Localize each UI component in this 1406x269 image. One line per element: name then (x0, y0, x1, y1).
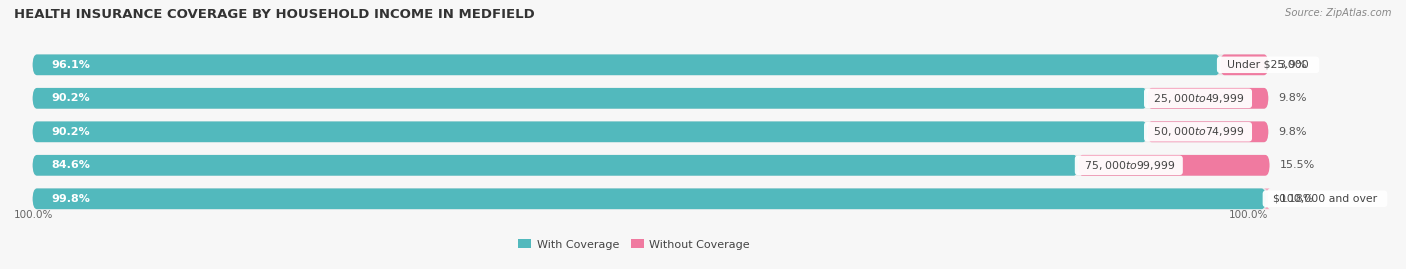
FancyBboxPatch shape (32, 121, 1147, 142)
Text: Under $25,000: Under $25,000 (1220, 60, 1316, 70)
Text: 96.1%: 96.1% (51, 60, 90, 70)
FancyBboxPatch shape (32, 188, 1265, 209)
Text: 3.9%: 3.9% (1278, 60, 1306, 70)
Text: 84.6%: 84.6% (51, 160, 90, 170)
Text: 90.2%: 90.2% (51, 93, 90, 103)
FancyBboxPatch shape (32, 88, 1268, 109)
FancyBboxPatch shape (32, 155, 1078, 176)
Text: $25,000 to $49,999: $25,000 to $49,999 (1147, 92, 1249, 105)
FancyBboxPatch shape (1147, 88, 1268, 109)
Text: 15.5%: 15.5% (1279, 160, 1315, 170)
Text: 100.0%: 100.0% (14, 210, 53, 220)
Text: 9.8%: 9.8% (1278, 93, 1306, 103)
Text: $100,000 and over: $100,000 and over (1265, 194, 1384, 204)
Text: HEALTH INSURANCE COVERAGE BY HOUSEHOLD INCOME IN MEDFIELD: HEALTH INSURANCE COVERAGE BY HOUSEHOLD I… (14, 8, 534, 21)
Text: 9.8%: 9.8% (1278, 127, 1306, 137)
Text: Source: ZipAtlas.com: Source: ZipAtlas.com (1285, 8, 1392, 18)
FancyBboxPatch shape (32, 88, 1147, 109)
FancyBboxPatch shape (1078, 155, 1270, 176)
FancyBboxPatch shape (32, 54, 1268, 75)
Text: 99.8%: 99.8% (51, 194, 90, 204)
FancyBboxPatch shape (1147, 121, 1268, 142)
Text: 0.18%: 0.18% (1278, 194, 1313, 204)
Text: 100.0%: 100.0% (1229, 210, 1268, 220)
Legend: With Coverage, Without Coverage: With Coverage, Without Coverage (513, 235, 755, 254)
FancyBboxPatch shape (32, 188, 1268, 209)
FancyBboxPatch shape (1264, 188, 1270, 209)
FancyBboxPatch shape (32, 54, 1220, 75)
FancyBboxPatch shape (32, 155, 1268, 176)
Text: 90.2%: 90.2% (51, 127, 90, 137)
Text: $50,000 to $74,999: $50,000 to $74,999 (1147, 125, 1249, 138)
Text: $75,000 to $99,999: $75,000 to $99,999 (1078, 159, 1180, 172)
FancyBboxPatch shape (32, 121, 1268, 142)
FancyBboxPatch shape (1220, 54, 1268, 75)
